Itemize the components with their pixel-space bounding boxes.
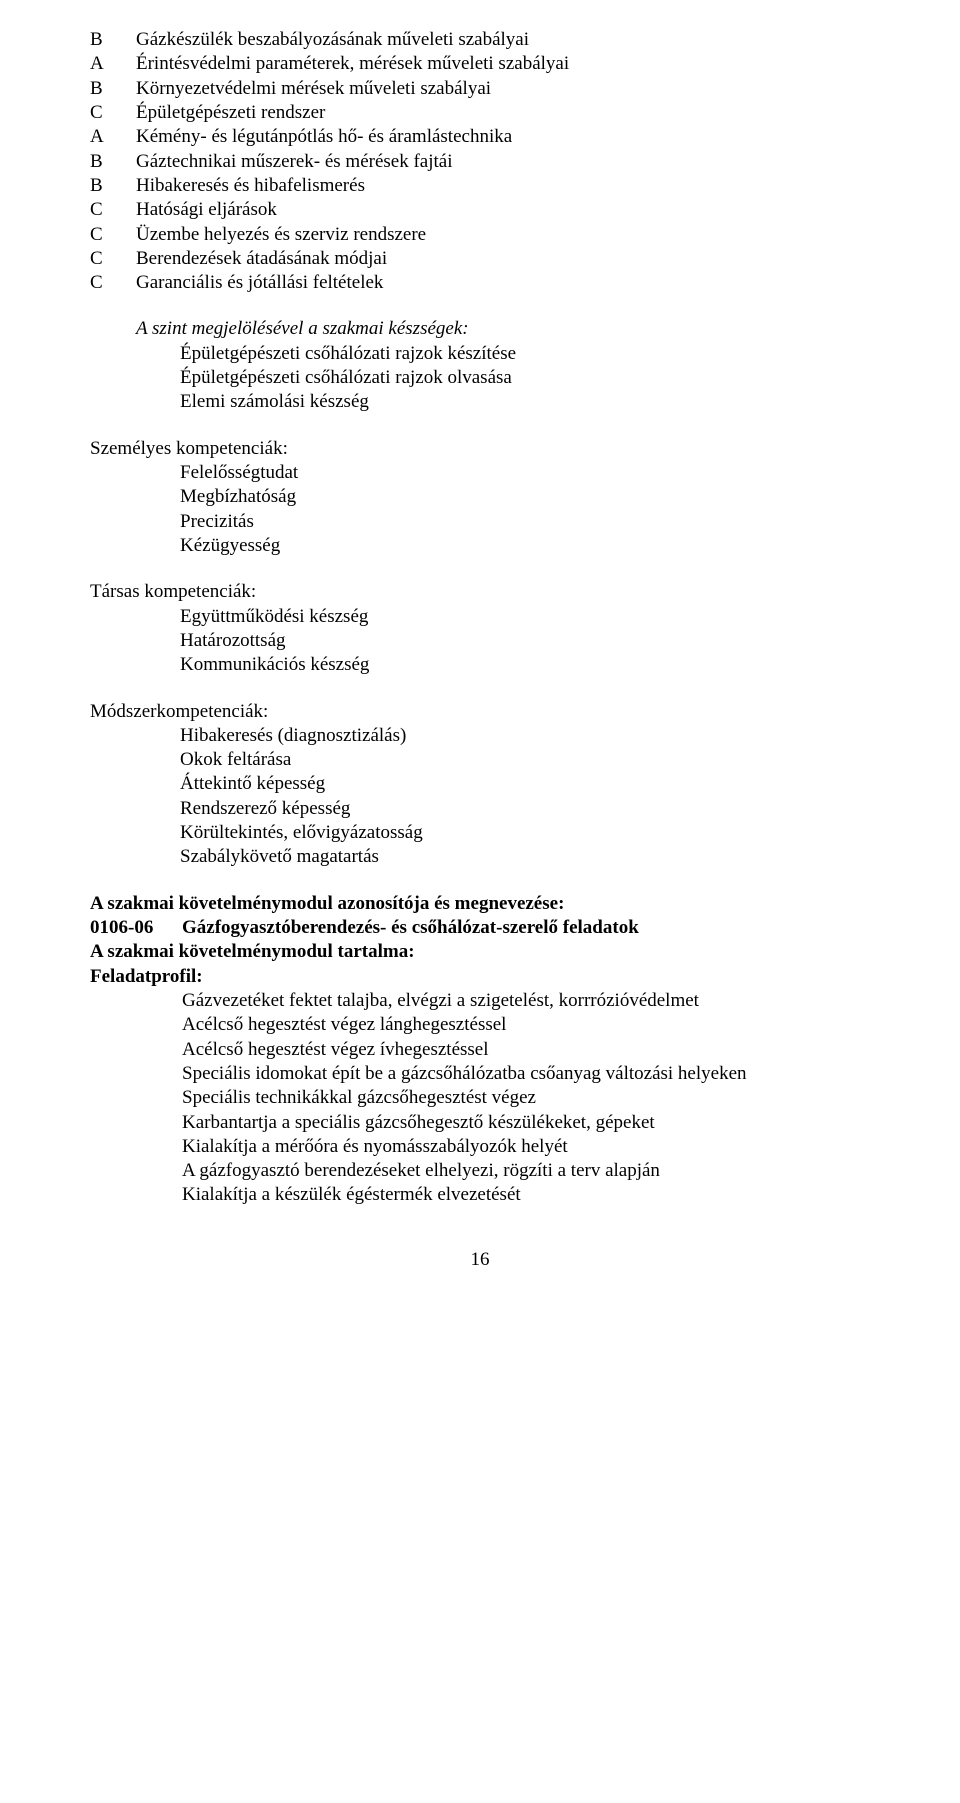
letter-cell: C xyxy=(90,198,136,222)
letter-text: Hibakeresés és hibafelismerés xyxy=(136,174,870,198)
method-block: Módszerkompetenciák: Hibakeresés (diagno… xyxy=(90,700,870,870)
letter-text: Érintésvédelmi paraméterek, mérések műve… xyxy=(136,52,870,76)
letter-row: CGaranciális és jótállási feltételek xyxy=(90,271,870,295)
social-item: Határozottság xyxy=(180,629,870,653)
module-item: Acélcső hegesztést végez ívhegesztéssel xyxy=(182,1038,870,1062)
personal-item: Kézügyesség xyxy=(180,534,870,558)
letter-cell: C xyxy=(90,101,136,125)
method-item: Hibakeresés (diagnosztizálás) xyxy=(180,724,870,748)
module-line3: A szakmai követelménymodul tartalma: xyxy=(90,940,870,964)
personal-block: Személyes kompetenciák: FelelősségtudatM… xyxy=(90,437,870,559)
skills-item: Épületgépészeti csőhálózati rajzok olvas… xyxy=(180,366,870,390)
method-item: Áttekintő képesség xyxy=(180,772,870,796)
social-title: Társas kompetenciák: xyxy=(90,580,870,604)
letter-row: BKörnyezetvédelmi mérések műveleti szabá… xyxy=(90,77,870,101)
letter-cell: B xyxy=(90,150,136,174)
letter-text: Környezetvédelmi mérések műveleti szabál… xyxy=(136,77,870,101)
personal-title: Személyes kompetenciák: xyxy=(90,437,870,461)
method-title: Módszerkompetenciák: xyxy=(90,700,870,724)
letter-text: Berendezések átadásának módjai xyxy=(136,247,870,271)
module-item: Kialakítja a készülék égéstermék elvezet… xyxy=(182,1183,870,1207)
letter-list: BGázkészülék beszabályozásának műveleti … xyxy=(90,28,870,295)
letter-row: BGáztechnikai műszerek- és mérések fajtá… xyxy=(90,150,870,174)
module-id-row: 0106-06 Gázfogyasztóberendezés- és csőhá… xyxy=(90,916,870,940)
personal-item: Megbízhatóság xyxy=(180,485,870,509)
module-item: Speciális idomokat épít be a gázcsőhálóz… xyxy=(182,1062,870,1086)
letter-row: CBerendezések átadásának módjai xyxy=(90,247,870,271)
letter-row: CHatósági eljárások xyxy=(90,198,870,222)
social-block: Társas kompetenciák: Együttműködési kész… xyxy=(90,580,870,677)
module-item: Gázvezetéket fektet talajba, elvégzi a s… xyxy=(182,989,870,1013)
letter-row: BGázkészülék beszabályozásának műveleti … xyxy=(90,28,870,52)
letter-text: Hatósági eljárások xyxy=(136,198,870,222)
skills-items: Épületgépészeti csőhálózati rajzok készí… xyxy=(90,342,870,415)
personal-item: Precizitás xyxy=(180,510,870,534)
module-line1: A szakmai követelménymodul azonosítója é… xyxy=(90,892,870,916)
method-item: Szabálykövető magatartás xyxy=(180,845,870,869)
letter-cell: C xyxy=(90,271,136,295)
letter-cell: C xyxy=(90,223,136,247)
document-page: BGázkészülék beszabályozásának műveleti … xyxy=(0,0,960,1803)
personal-item: Felelősségtudat xyxy=(180,461,870,485)
letter-cell: C xyxy=(90,247,136,271)
module-item: A gázfogyasztó berendezéseket elhelyezi,… xyxy=(182,1159,870,1183)
letter-text: Épületgépészeti rendszer xyxy=(136,101,870,125)
letter-text: Gázkészülék beszabályozásának műveleti s… xyxy=(136,28,870,52)
letter-row: CÜzembe helyezés és szerviz rendszere xyxy=(90,223,870,247)
skills-heading: A szint megjelölésével a szakmai készség… xyxy=(90,317,870,341)
page-number: 16 xyxy=(90,1248,870,1272)
letter-text: Kémény- és légutánpótlás hő- és áramlást… xyxy=(136,125,870,149)
letter-cell: A xyxy=(90,125,136,149)
module-item: Speciális technikákkal gázcsőhegesztést … xyxy=(182,1086,870,1110)
social-items: Együttműködési készségHatározottságKommu… xyxy=(90,605,870,678)
letter-text: Üzembe helyezés és szerviz rendszere xyxy=(136,223,870,247)
letter-row: CÉpületgépészeti rendszer xyxy=(90,101,870,125)
module-block: A szakmai követelménymodul azonosítója é… xyxy=(90,892,870,1208)
module-code: 0106-06 xyxy=(90,916,182,940)
method-items: Hibakeresés (diagnosztizálás)Okok feltár… xyxy=(90,724,870,870)
skills-block: A szint megjelölésével a szakmai készség… xyxy=(90,317,870,414)
module-title: Gázfogyasztóberendezés- és csőhálózat-sz… xyxy=(182,916,870,940)
letter-row: BHibakeresés és hibafelismerés xyxy=(90,174,870,198)
letter-text: Garanciális és jótállási feltételek xyxy=(136,271,870,295)
module-item: Karbantartja a speciális gázcsőhegesztő … xyxy=(182,1111,870,1135)
skills-item: Épületgépészeti csőhálózati rajzok készí… xyxy=(180,342,870,366)
skills-item: Elemi számolási készség xyxy=(180,390,870,414)
method-item: Okok feltárása xyxy=(180,748,870,772)
method-item: Rendszerező képesség xyxy=(180,797,870,821)
letter-cell: B xyxy=(90,174,136,198)
method-item: Körültekintés, elővigyázatosság xyxy=(180,821,870,845)
personal-items: FelelősségtudatMegbízhatóságPrecizitásKé… xyxy=(90,461,870,558)
module-item: Acélcső hegesztést végez lánghegesztésse… xyxy=(182,1013,870,1037)
letter-cell: B xyxy=(90,77,136,101)
letter-cell: A xyxy=(90,52,136,76)
letter-cell: B xyxy=(90,28,136,52)
letter-row: AÉrintésvédelmi paraméterek, mérések műv… xyxy=(90,52,870,76)
module-item: Kialakítja a mérőóra és nyomásszabályozó… xyxy=(182,1135,870,1159)
social-item: Kommunikációs készség xyxy=(180,653,870,677)
module-items: Gázvezetéket fektet talajba, elvégzi a s… xyxy=(90,989,870,1208)
module-line4: Feladatprofil: xyxy=(90,965,870,989)
social-item: Együttműködési készség xyxy=(180,605,870,629)
letter-row: AKémény- és légutánpótlás hő- és áramlás… xyxy=(90,125,870,149)
letter-text: Gáztechnikai műszerek- és mérések fajtái xyxy=(136,150,870,174)
